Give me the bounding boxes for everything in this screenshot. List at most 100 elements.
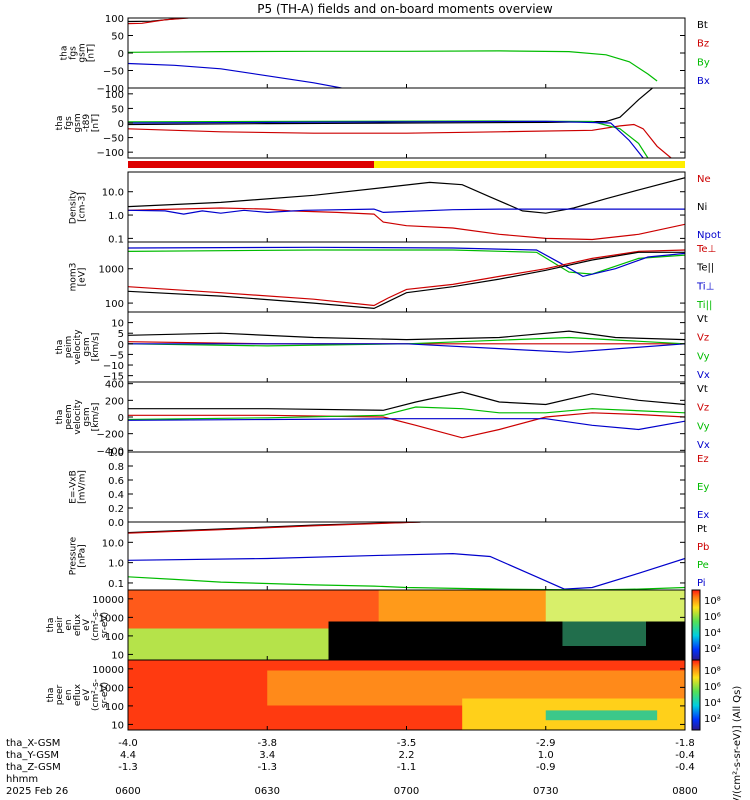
series-line-by xyxy=(128,120,649,158)
y-axis-label-line: tha xyxy=(55,410,65,425)
ephemeris-value: -2.9 xyxy=(536,738,556,749)
ephemeris-value: -1.3 xyxy=(118,762,138,773)
y-axis-label-line: peir xyxy=(55,616,65,634)
ephemeris-row-label: tha_Y-GSM xyxy=(6,750,59,761)
legend-label: Ex xyxy=(697,510,709,521)
legend-label: Ez xyxy=(697,454,709,465)
y-axis-label-line: Density xyxy=(69,189,79,224)
legend-label: Vx xyxy=(697,370,710,381)
y-axis-label-line: E=-VxB xyxy=(69,470,79,504)
legend-label: Te|| xyxy=(696,263,714,274)
colorbar-tick-label: 10⁶ xyxy=(704,682,721,693)
legend-label: Vx xyxy=(697,440,710,451)
y-tick-label: 100 xyxy=(105,90,124,101)
y-tick-label: −100 xyxy=(97,148,124,159)
y-axis-label-line: eV xyxy=(82,688,92,701)
y-axis-label-line: (cm²-s- xyxy=(91,609,101,641)
legend-label: Bt xyxy=(697,20,708,31)
y-tick-label: 10 xyxy=(111,650,124,661)
y-tick-label: 10.0 xyxy=(102,188,124,199)
y-tick-label: −400 xyxy=(97,446,124,457)
y-axis-label: Pressure [nPa] xyxy=(69,536,88,575)
panel-frame xyxy=(127,381,686,453)
y-tick-label: −50 xyxy=(103,67,124,78)
colorbar-tick-label: 10⁸ xyxy=(704,666,721,677)
legend-label: Ti|| xyxy=(696,300,712,311)
legend-label: Te⊥ xyxy=(696,244,716,255)
legend-label: Pe xyxy=(697,560,709,571)
colorbar-tick-label: 10² xyxy=(704,644,721,655)
y-axis-label-line: fgs xyxy=(64,116,74,130)
x-tick-label: 0800 xyxy=(672,786,697,797)
panel-efield: 1.0 0.8 0.6 0.4 0.2 0.0 E=-VxB [mV/m] Ez Ey Ex xyxy=(69,448,710,529)
colorbar-tick-label: 10² xyxy=(704,714,721,725)
ephemeris-value: -1.8 xyxy=(675,738,695,749)
y-axis-label-line: tha xyxy=(46,688,56,703)
y-tick-label: −100 xyxy=(97,84,124,95)
y-tick-label: 50 xyxy=(111,104,124,115)
y-tick-label: −200 xyxy=(97,430,124,441)
y-axis-label-line: velocity xyxy=(73,399,83,435)
y-tick-label: 10 xyxy=(111,720,124,731)
colorbar-tick-label: 10⁸ xyxy=(704,596,721,607)
y-tick-label: 200 xyxy=(105,396,124,407)
ephemeris-row-label: tha_X-GSM xyxy=(6,738,60,749)
y-tick-label: 0.6 xyxy=(108,476,124,487)
date-label: 2025 Feb 26 xyxy=(6,786,68,797)
ephemeris-value: -4.0 xyxy=(118,738,138,749)
y-tick-label: 5 xyxy=(118,329,124,340)
x-tick-label: 0700 xyxy=(394,786,419,797)
y-axis-label: E=-VxB [mV/m] xyxy=(69,470,88,504)
y-axis-label-line: [cm-3] xyxy=(78,192,88,222)
y-axis-label-line: sr-eV) xyxy=(100,612,110,638)
y-tick-label: 1.0 xyxy=(108,559,124,570)
panel-frame xyxy=(127,17,686,89)
series-line-vz xyxy=(128,412,685,439)
y-axis-label-line: [eV] xyxy=(78,268,88,287)
series-line-by xyxy=(128,50,658,82)
series-line-bz xyxy=(128,123,672,158)
y-axis-label: tha fgs gsm [nT] xyxy=(60,43,97,62)
status-bar-segment xyxy=(128,161,375,168)
y-tick-label: 0 xyxy=(118,413,124,424)
y-tick-label: 0.1 xyxy=(108,579,124,590)
ephemeris-row-label: tha_Z-GSM xyxy=(6,762,61,773)
y-axis-label-line: gsm xyxy=(82,337,92,356)
series-line-ni xyxy=(128,177,685,214)
y-tick-label: 100 xyxy=(105,632,124,643)
legend-label: Pi xyxy=(697,578,706,589)
colorbar-tick-label: 10⁴ xyxy=(704,628,721,639)
y-axis-label-line: gsm xyxy=(73,113,83,132)
legend-label: Vt xyxy=(697,314,708,325)
x-tick-label: 0630 xyxy=(255,786,280,797)
y-tick-label: 1.0 xyxy=(108,211,124,222)
panel-peem: 400 200 0 −200 −400 tha peem velocity gsm [km/s] V… xyxy=(55,380,710,458)
ephemeris-value: 3.4 xyxy=(259,750,275,761)
y-axis-label: tha fgs gsm -t89 [nT] xyxy=(55,113,101,132)
y-axis-label-line: sr-eV) xyxy=(100,682,110,708)
y-tick-label: 50 xyxy=(111,32,124,43)
colorbar-label: [eV/(cm²-s-sr-eV)] (All Qs) xyxy=(732,686,743,800)
y-axis-label-line: mom3 xyxy=(69,263,79,292)
ephemeris-value: 2.2 xyxy=(399,750,415,761)
y-tick-label: 400 xyxy=(105,380,124,391)
y-axis-label-line: [nT] xyxy=(87,44,97,62)
legend-label: Ti⊥ xyxy=(696,281,714,292)
y-axis-label-line: [km/s] xyxy=(91,333,101,362)
colorbar-tick-label: 10⁴ xyxy=(704,698,721,709)
panel-fgs: 100 50 0 −50 −100 tha fgs gsm [nT] Bt Bz By Bx xyxy=(60,14,710,95)
x-tick-label: 0600 xyxy=(115,786,140,797)
panel-frame xyxy=(127,521,686,591)
y-axis-label-line: tha xyxy=(60,46,70,61)
series-line-vy xyxy=(128,406,685,421)
spectrogram-peir xyxy=(128,590,685,660)
y-axis-label-line: tha xyxy=(46,618,56,633)
series-line-bx xyxy=(128,120,644,158)
ephemeris-value: -3.8 xyxy=(257,738,277,749)
series-line-pb xyxy=(128,522,421,534)
y-tick-label: 100 xyxy=(105,702,124,713)
spectrogram-peer xyxy=(128,660,685,730)
y-tick-label: 0 xyxy=(118,340,124,351)
